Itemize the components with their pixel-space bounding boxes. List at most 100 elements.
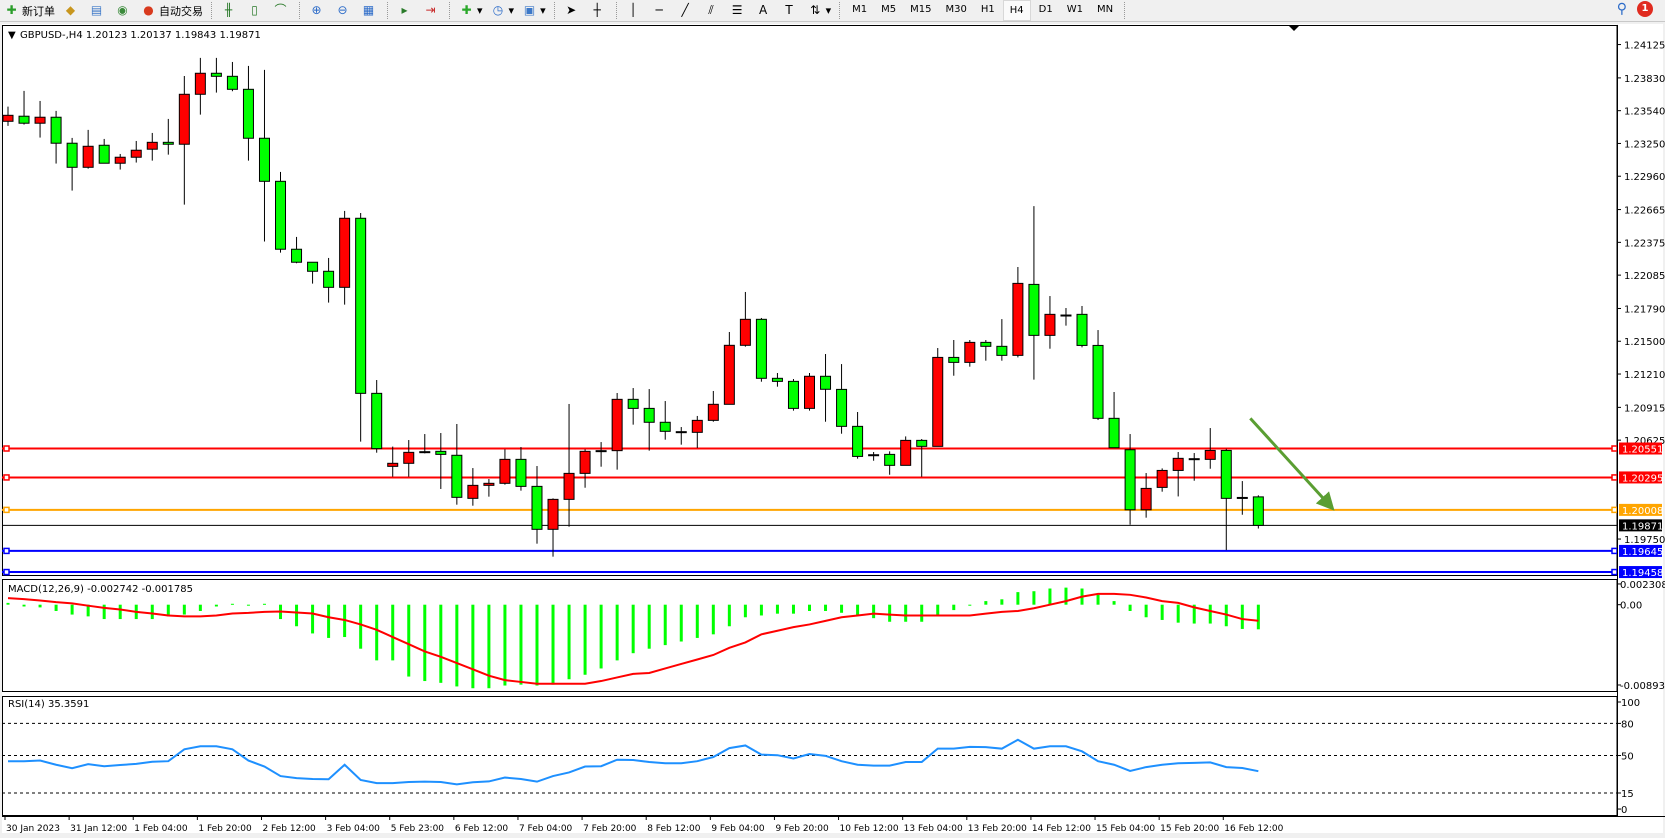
candle-body bbox=[900, 439, 912, 466]
timeframe-m15[interactable]: M15 bbox=[910, 4, 932, 15]
fibonacci-button[interactable]: ☰ bbox=[727, 1, 751, 20]
candle bbox=[852, 411, 864, 459]
line-handle[interactable] bbox=[1611, 568, 1618, 576]
candle bbox=[611, 393, 623, 470]
timeframe-h4[interactable]: H4 bbox=[1002, 0, 1031, 21]
cursor-button[interactable]: ➤ bbox=[561, 1, 585, 20]
candle bbox=[387, 446, 399, 477]
candle-body bbox=[595, 450, 607, 453]
timeframe-m1[interactable]: M1 bbox=[852, 4, 868, 15]
market-icon: ▤ bbox=[90, 3, 103, 17]
price-tick-label: 1.22960 bbox=[1624, 172, 1665, 183]
candle bbox=[467, 468, 479, 506]
price-tag bbox=[1619, 503, 1662, 516]
candle-body bbox=[435, 450, 447, 455]
market-button[interactable]: ▤ bbox=[86, 1, 110, 20]
new-order-button[interactable]: ✚ 新订单 bbox=[1, 1, 58, 20]
chart-shift-marker[interactable] bbox=[1289, 26, 1299, 31]
crosshair-icon: ┼ bbox=[593, 3, 601, 17]
toolbar-separator bbox=[299, 2, 301, 19]
bar-chart-button[interactable]: ╫ bbox=[218, 1, 242, 20]
candle-body bbox=[691, 419, 703, 433]
timeframe-m30[interactable]: M30 bbox=[945, 4, 967, 15]
auto-trading-icon: ● bbox=[143, 3, 154, 17]
notification-icon[interactable]: 1 bbox=[1637, 1, 1653, 17]
price-tick-label: 1.22375 bbox=[1624, 238, 1665, 249]
arrows-button[interactable]: ⇅ ▾ bbox=[805, 1, 835, 20]
candle bbox=[787, 378, 799, 411]
templates-button[interactable]: ▣ ▾ bbox=[523, 3, 546, 17]
macd-histogram-bar bbox=[727, 604, 731, 627]
candle bbox=[178, 75, 190, 205]
time-tick-label: 13 Feb 20:00 bbox=[968, 824, 1027, 834]
vertical-line-icon: │ bbox=[629, 3, 637, 17]
auto-trading-button[interactable]: ● 自动交易 bbox=[138, 1, 206, 20]
candle-body bbox=[339, 217, 351, 288]
candle-body bbox=[996, 345, 1008, 356]
line-handle[interactable] bbox=[3, 474, 10, 481]
time-tick-label: 6 Feb 12:00 bbox=[455, 824, 509, 834]
line-handle[interactable] bbox=[1611, 547, 1618, 555]
macd-histogram-bar bbox=[631, 604, 635, 654]
zoom-in-icon: ⊕ bbox=[311, 3, 322, 17]
periods-button[interactable]: ◷ ▾ bbox=[488, 1, 518, 20]
candle bbox=[868, 452, 880, 461]
trendline-button[interactable]: ╱ bbox=[675, 1, 699, 20]
text-button[interactable]: A bbox=[753, 1, 777, 20]
candle-body bbox=[739, 318, 751, 346]
price-tick-label: 1.23250 bbox=[1624, 139, 1665, 150]
line-handle[interactable] bbox=[3, 547, 10, 555]
line-handle[interactable] bbox=[3, 445, 10, 452]
macd-histogram-bar bbox=[872, 604, 876, 619]
horizontal-line-button[interactable]: ─ bbox=[649, 1, 673, 20]
text-label-button[interactable]: T bbox=[779, 1, 803, 20]
line-handle[interactable] bbox=[3, 506, 10, 514]
vertical-line-button[interactable]: │ bbox=[623, 1, 647, 20]
auto-scroll-button[interactable]: ▸ bbox=[394, 1, 418, 20]
timeframe-mn[interactable]: MN bbox=[1096, 4, 1114, 15]
tile-windows-button[interactable]: ▦ bbox=[358, 1, 382, 20]
candle bbox=[1076, 305, 1088, 348]
search-icon[interactable]: ⚲ bbox=[1616, 1, 1627, 17]
candle bbox=[355, 212, 367, 442]
timeframe-m5[interactable]: M5 bbox=[881, 4, 897, 15]
macd-histogram-bar bbox=[1176, 604, 1180, 623]
candle-body bbox=[787, 380, 799, 409]
macd-histogram-bar bbox=[407, 604, 411, 677]
equidistant-channel-button[interactable]: ⫽ bbox=[701, 1, 725, 20]
metaeditor-button[interactable]: ◆ bbox=[60, 1, 84, 20]
text-label-icon: T bbox=[785, 3, 793, 17]
timeframe-w1[interactable]: W1 bbox=[1066, 4, 1083, 15]
crosshair-button[interactable]: ┼ bbox=[587, 1, 611, 20]
zoom-out-button[interactable]: ⊖ bbox=[332, 1, 356, 20]
zoom-in-button[interactable]: ⊕ bbox=[306, 1, 330, 20]
macd-pane bbox=[6, 587, 1260, 689]
new-order-icon: ✚ bbox=[6, 3, 17, 17]
timeframe-d1[interactable]: D1 bbox=[1038, 4, 1053, 15]
line-chart-button[interactable]: ⌒ bbox=[270, 1, 294, 20]
timeframe-h1[interactable]: H1 bbox=[980, 4, 995, 15]
price-tag-label: 1.19458 bbox=[1622, 568, 1663, 579]
candle-body bbox=[836, 388, 848, 427]
candle-body bbox=[531, 485, 543, 530]
line-handle[interactable] bbox=[1611, 474, 1618, 481]
signals-button[interactable]: ◉ bbox=[112, 1, 136, 20]
indicators-button[interactable]: ✚ ▾ bbox=[456, 1, 486, 20]
candle bbox=[531, 466, 543, 544]
candle bbox=[884, 451, 896, 475]
price-tag bbox=[1619, 566, 1662, 579]
trend-arrow[interactable] bbox=[1249, 417, 1335, 511]
candle bbox=[691, 415, 703, 449]
candle bbox=[1012, 266, 1024, 358]
line-handle[interactable] bbox=[3, 568, 10, 576]
line-handle[interactable] bbox=[1611, 445, 1618, 452]
chart-shift-button[interactable]: ⇥ bbox=[420, 1, 444, 20]
candle-body bbox=[323, 270, 335, 288]
time-tick-label: 15 Feb 04:00 bbox=[1096, 824, 1155, 834]
timeframe-bar: M1 M5 M15 M30 H1 H4 D1 W1 MN bbox=[845, 0, 1120, 21]
candle bbox=[964, 340, 976, 367]
macd-tick-label: 0.00 bbox=[1620, 601, 1642, 612]
candlestick-button[interactable]: ▯ bbox=[244, 1, 268, 20]
line-handle[interactable] bbox=[1611, 506, 1618, 514]
